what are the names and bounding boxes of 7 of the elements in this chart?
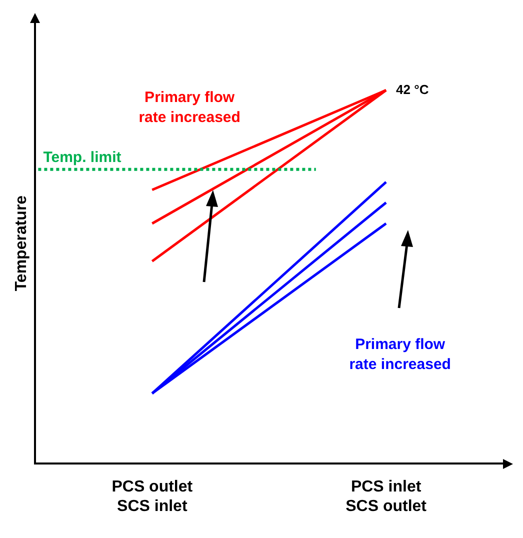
x-tick-label: PCS inlet SCS outlet (346, 478, 428, 515)
x-tick-label: PCS outlet SCS inlet (112, 478, 194, 515)
annotation: Primary flow rate increased (138, 89, 240, 126)
y-axis-title: Temperature (13, 195, 30, 292)
annotation: 42 °C (396, 82, 430, 97)
annotation: Primary flow rate increased (349, 336, 451, 373)
ref-line-label: Temp. limit (43, 149, 122, 166)
